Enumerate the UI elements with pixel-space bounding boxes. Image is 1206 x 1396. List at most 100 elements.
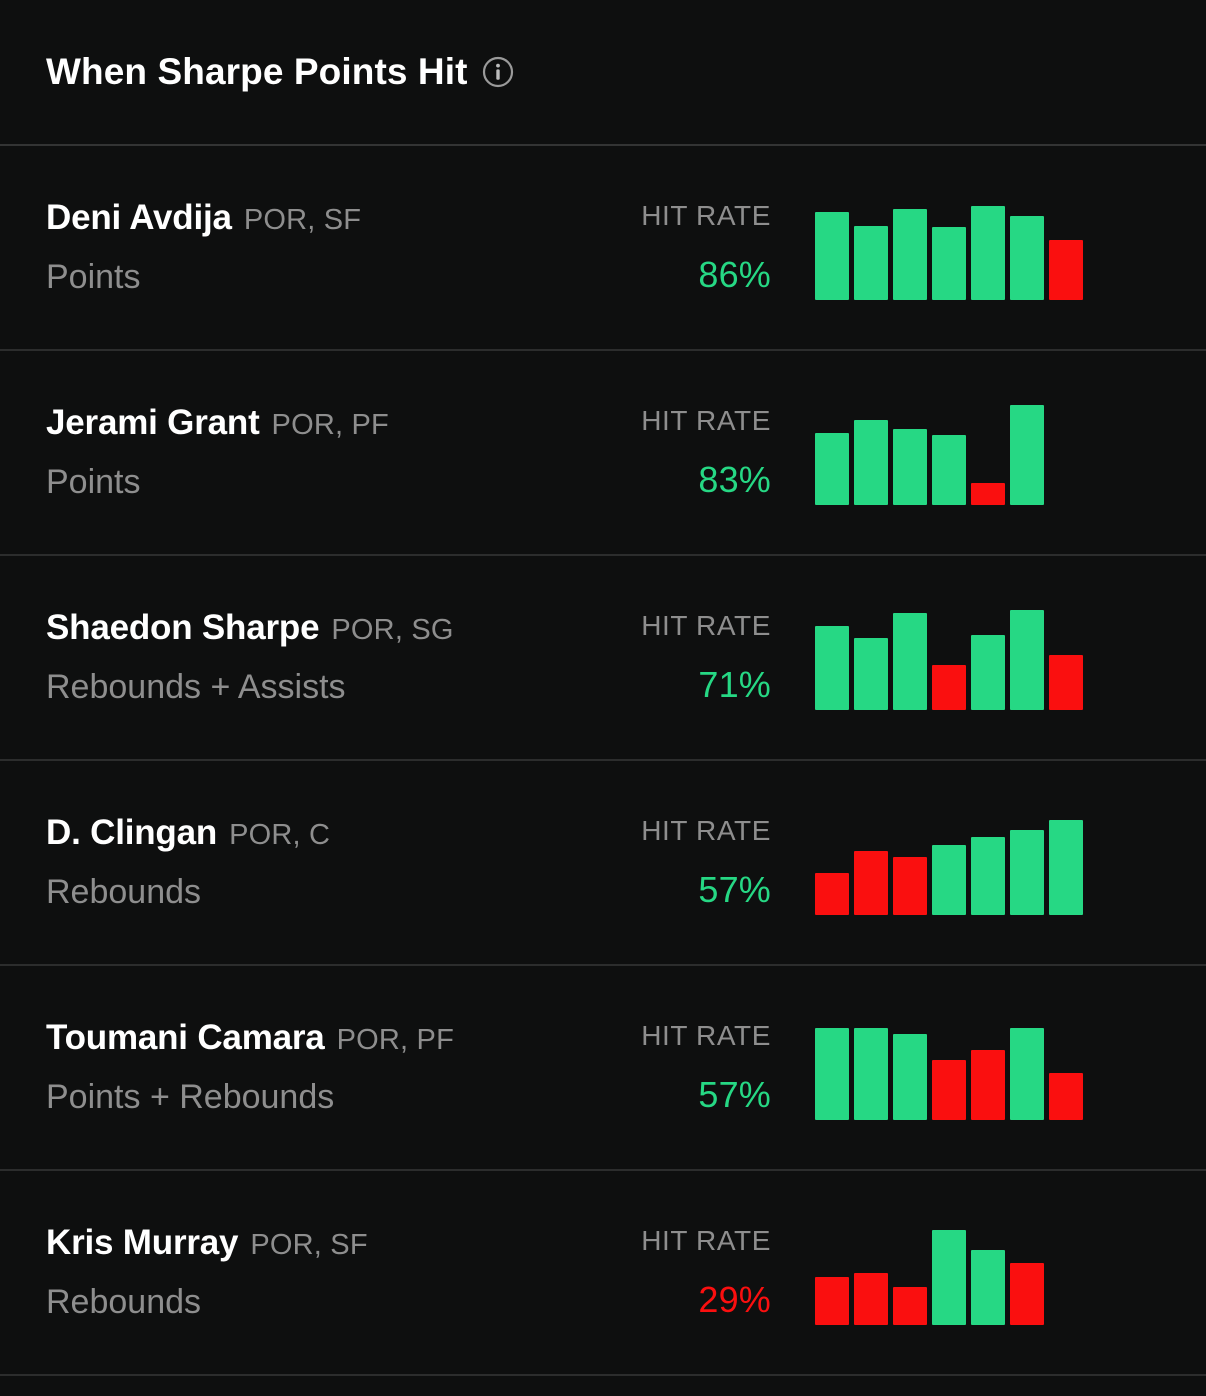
bar-miss: [932, 1060, 966, 1120]
player-team-position: POR, SG: [331, 614, 454, 646]
panel-header: When Sharpe Points Hit: [0, 0, 1206, 146]
bar-hit: [971, 635, 1005, 710]
bar-miss: [1010, 1263, 1044, 1325]
stat-type-label: Rebounds: [46, 1283, 202, 1321]
player-name: D. Clingan: [46, 813, 218, 852]
bar-hit: [815, 433, 849, 505]
bar-miss: [971, 483, 1005, 505]
player-info: Deni Avdija POR, SF Points: [0, 198, 585, 297]
bar-hit: [893, 1034, 927, 1120]
hit-rate-block: HIT RATE 57%: [585, 815, 785, 911]
recent-games-bar-chart: [785, 195, 1206, 300]
player-team-position: POR, PF: [336, 1024, 454, 1056]
bar-miss: [854, 851, 888, 915]
bar-hit: [932, 227, 966, 300]
bar-hit: [1010, 1028, 1044, 1120]
player-name-line: Kris Murray POR, SF: [46, 1223, 585, 1263]
bar-miss: [854, 1273, 888, 1325]
bar-hit: [1010, 405, 1044, 505]
player-name: Jerami Grant: [46, 403, 260, 442]
bar-miss: [815, 1277, 849, 1325]
bar-hit: [971, 206, 1005, 300]
stat-type-label: Points: [46, 258, 141, 296]
bar-hit: [815, 212, 849, 300]
player-row[interactable]: Deni Avdija POR, SF Points HIT RATE 86%: [0, 146, 1206, 351]
hit-rate-value: 29%: [698, 1278, 771, 1320]
player-info: Jerami Grant POR, PF Points: [0, 403, 585, 502]
player-name-line: Deni Avdija POR, SF: [46, 198, 585, 238]
bar-miss: [893, 857, 927, 915]
hit-rate-label: HIT RATE: [641, 1019, 771, 1051]
hit-rate-block: HIT RATE 29%: [585, 1225, 785, 1321]
hit-rate-block: HIT RATE 83%: [585, 405, 785, 501]
stat-type-label: Points: [46, 463, 141, 501]
player-team-position: POR, SF: [250, 1229, 368, 1261]
page-title: When Sharpe Points Hit: [46, 51, 468, 92]
bar-hit: [1049, 820, 1083, 915]
player-info: Toumani Camara POR, PF Points + Rebounds: [0, 1018, 585, 1117]
bar-miss: [1049, 240, 1083, 300]
player-team-position: POR, PF: [271, 409, 389, 441]
bar-hit: [854, 1028, 888, 1120]
bar-hit: [932, 845, 966, 915]
bar-hit: [971, 1250, 1005, 1325]
player-info: Shaedon Sharpe POR, SG Rebounds + Assists: [0, 608, 585, 707]
hit-rate-block: HIT RATE 86%: [585, 200, 785, 296]
stat-type-label: Points + Rebounds: [46, 1078, 335, 1116]
hit-rate-value: 83%: [698, 458, 771, 500]
bar-hit: [893, 613, 927, 710]
hit-rate-label: HIT RATE: [641, 199, 771, 231]
bar-hit: [932, 435, 966, 505]
player-name-line: D. Clingan POR, C: [46, 813, 585, 853]
bar-hit: [854, 638, 888, 710]
recent-games-bar-chart: [785, 1220, 1206, 1325]
bar-hit: [893, 209, 927, 300]
hit-rate-label: HIT RATE: [641, 814, 771, 846]
player-name-line: Jerami Grant POR, PF: [46, 403, 585, 443]
bar-miss: [893, 1287, 927, 1325]
player-row[interactable]: Shaedon Sharpe POR, SG Rebounds + Assists H…: [0, 556, 1206, 761]
player-rows-list: Deni Avdija POR, SF Points HIT RATE 86% Jeram…: [0, 146, 1206, 1376]
bar-hit: [815, 1028, 849, 1120]
player-name-line: Toumani Camara POR, PF: [46, 1018, 585, 1058]
recent-games-bar-chart: [785, 400, 1206, 505]
hit-rate-value: 57%: [698, 1073, 771, 1115]
player-info: Kris Murray POR, SF Rebounds: [0, 1223, 585, 1322]
player-name: Shaedon Sharpe: [46, 608, 320, 647]
recent-games-bar-chart: [785, 810, 1206, 915]
hit-rate-block: HIT RATE 57%: [585, 1020, 785, 1116]
hit-rate-value: 86%: [698, 253, 771, 295]
player-team-position: POR, C: [229, 819, 331, 851]
bar-hit: [971, 837, 1005, 915]
player-team-position: POR, SF: [243, 204, 362, 236]
player-row[interactable]: Jerami Grant POR, PF Points HIT RATE 83%: [0, 351, 1206, 556]
hit-rate-value: 71%: [698, 663, 771, 705]
hit-rate-label: HIT RATE: [641, 1224, 771, 1256]
hit-rate-label: HIT RATE: [641, 609, 771, 641]
recent-games-bar-chart: [785, 1015, 1206, 1120]
bar-miss: [1049, 1073, 1083, 1120]
player-name: Deni Avdija: [46, 198, 232, 237]
bar-miss: [1049, 655, 1083, 710]
player-info: D. Clingan POR, C Rebounds: [0, 813, 585, 912]
bar-hit: [815, 626, 849, 710]
player-name: Toumani Camara: [46, 1018, 325, 1057]
bar-miss: [932, 665, 966, 710]
player-row[interactable]: D. Clingan POR, C Rebounds HIT RATE 57%: [0, 761, 1206, 966]
bar-hit: [854, 420, 888, 505]
player-name-line: Shaedon Sharpe POR, SG: [46, 608, 585, 648]
bar-hit: [854, 226, 888, 300]
hit-rate-value: 57%: [698, 868, 771, 910]
bar-hit: [932, 1230, 966, 1325]
player-row[interactable]: Kris Murray POR, SF Rebounds HIT RATE 29%: [0, 1171, 1206, 1376]
bar-hit: [1010, 610, 1044, 710]
hit-rate-label: HIT RATE: [641, 404, 771, 436]
bar-miss: [971, 1050, 1005, 1120]
bar-hit: [1010, 216, 1044, 300]
player-name: Kris Murray: [46, 1223, 239, 1262]
bar-miss: [815, 873, 849, 915]
bar-hit: [893, 429, 927, 505]
player-row[interactable]: Toumani Camara POR, PF Points + Rebounds HI…: [0, 966, 1206, 1171]
info-icon[interactable]: [482, 56, 514, 88]
